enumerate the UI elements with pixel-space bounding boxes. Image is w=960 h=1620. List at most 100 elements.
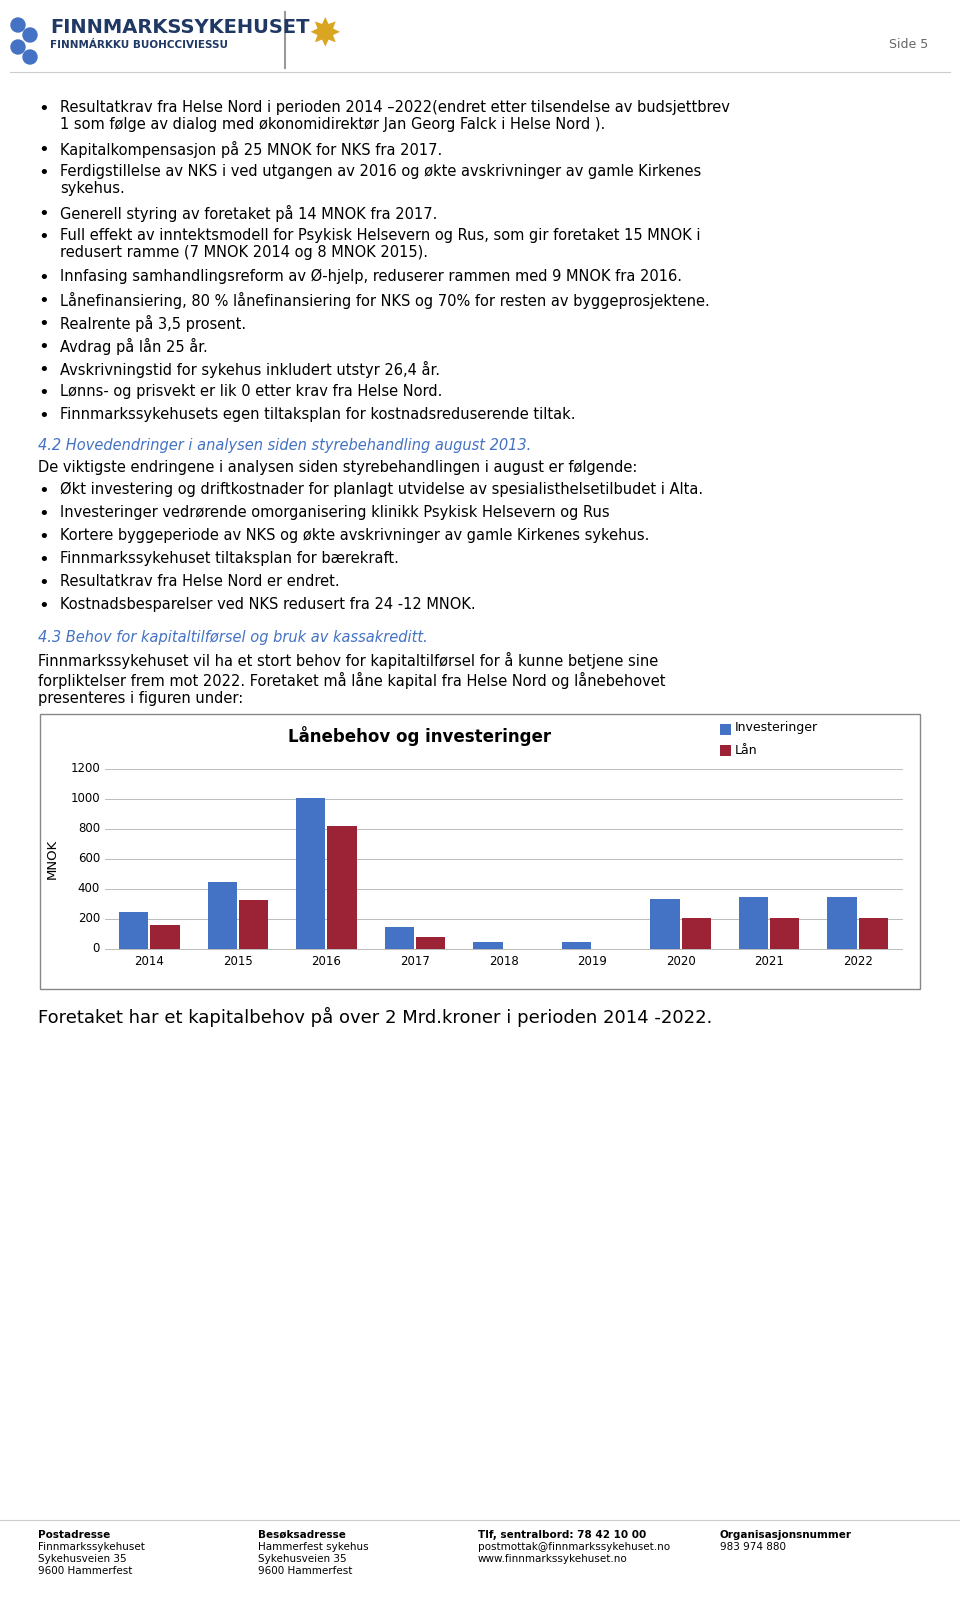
Text: FINNMARKSSYKEHUSET: FINNMARKSSYKEHUSET: [50, 18, 309, 37]
Text: •: •: [38, 384, 49, 402]
Text: •: •: [38, 483, 49, 501]
Text: Ferdigstillelse av NKS i ved utgangen av 2016 og økte avskrivninger av gamle Kir: Ferdigstillelse av NKS i ved utgangen av…: [60, 164, 701, 196]
FancyBboxPatch shape: [770, 917, 800, 949]
FancyBboxPatch shape: [650, 899, 680, 949]
Text: Økt investering og driftkostnader for planlagt utvidelse av spesialisthelsetilbu: Økt investering og driftkostnader for pl…: [60, 483, 703, 497]
Circle shape: [11, 18, 25, 32]
FancyBboxPatch shape: [416, 936, 445, 949]
Text: •: •: [38, 528, 49, 546]
Text: Hammerfest sykehus: Hammerfest sykehus: [258, 1542, 369, 1552]
Text: •: •: [38, 598, 49, 616]
Text: Kapitalkompensasjon på 25 MNOK for NKS fra 2017.: Kapitalkompensasjon på 25 MNOK for NKS f…: [60, 141, 443, 159]
Text: •: •: [38, 505, 49, 523]
FancyBboxPatch shape: [239, 899, 268, 949]
Text: Finnmarkssykehuset tiltaksplan for bærekraft.: Finnmarkssykehuset tiltaksplan for bærek…: [60, 551, 398, 565]
Circle shape: [23, 50, 37, 65]
Text: 2014: 2014: [134, 956, 164, 969]
Text: Besøksadresse: Besøksadresse: [258, 1529, 346, 1541]
Text: De viktigste endringene i analysen siden styrebehandlingen i august er følgende:: De viktigste endringene i analysen siden…: [38, 460, 637, 475]
Text: Lønns- og prisvekt er lik 0 etter krav fra Helse Nord.: Lønns- og prisvekt er lik 0 etter krav f…: [60, 384, 443, 399]
Text: Lånefinansiering, 80 % lånefinansiering for NKS og 70% for resten av byggeprosje: Lånefinansiering, 80 % lånefinansiering …: [60, 292, 709, 309]
FancyBboxPatch shape: [385, 927, 414, 949]
Text: •: •: [38, 206, 49, 224]
Text: 2018: 2018: [489, 956, 518, 969]
Text: Resultatkrav fra Helse Nord i perioden 2014 –2022(endret etter tilsendelse av bu: Resultatkrav fra Helse Nord i perioden 2…: [60, 100, 730, 133]
Text: Kortere byggeperiode av NKS og økte avskrivninger av gamle Kirkenes sykehus.: Kortere byggeperiode av NKS og økte avsk…: [60, 528, 649, 543]
Text: Postadresse: Postadresse: [38, 1529, 110, 1541]
FancyBboxPatch shape: [828, 896, 856, 949]
Text: •: •: [38, 551, 49, 569]
Text: 800: 800: [78, 823, 100, 836]
Text: 2022: 2022: [843, 956, 873, 969]
Text: •: •: [38, 407, 49, 424]
Text: 2016: 2016: [311, 956, 342, 969]
Text: •: •: [38, 292, 49, 309]
Text: 983 974 880: 983 974 880: [720, 1542, 786, 1552]
FancyBboxPatch shape: [720, 724, 731, 735]
Text: Sykehusveien 35: Sykehusveien 35: [38, 1554, 127, 1563]
FancyBboxPatch shape: [207, 881, 237, 949]
FancyBboxPatch shape: [739, 896, 768, 949]
Text: Investeringer vedrørende omorganisering klinikk Psykisk Helsevern og Rus: Investeringer vedrørende omorganisering …: [60, 505, 610, 520]
Text: •: •: [38, 141, 49, 159]
Text: •: •: [38, 339, 49, 356]
Text: 2015: 2015: [223, 956, 252, 969]
Text: •: •: [38, 269, 49, 287]
FancyBboxPatch shape: [720, 745, 731, 757]
Text: Organisasjonsnummer: Organisasjonsnummer: [720, 1529, 852, 1541]
Text: ✸: ✸: [309, 16, 342, 53]
Text: Tlf, sentralbord: 78 42 10 00: Tlf, sentralbord: 78 42 10 00: [478, 1529, 646, 1541]
Text: Lånebehov og investeringer: Lånebehov og investeringer: [288, 726, 552, 745]
Text: FINNMÁRKKU BUOHCCIVIESSU: FINNMÁRKKU BUOHCCIVIESSU: [50, 40, 228, 50]
FancyBboxPatch shape: [473, 943, 502, 949]
Text: •: •: [38, 228, 49, 246]
Text: 2019: 2019: [577, 956, 607, 969]
FancyBboxPatch shape: [859, 917, 888, 949]
Text: 400: 400: [78, 883, 100, 896]
Text: MNOK: MNOK: [45, 839, 59, 880]
Text: 4.2 Hovedendringer i analysen siden styrebehandling august 2013.: 4.2 Hovedendringer i analysen siden styr…: [38, 437, 531, 454]
Text: Generell styring av foretaket på 14 MNOK fra 2017.: Generell styring av foretaket på 14 MNOK…: [60, 206, 438, 222]
Text: Foretaket har et kapitalbehov på over 2 Mrd.kroner i perioden 2014 -2022.: Foretaket har et kapitalbehov på over 2 …: [38, 1008, 712, 1027]
Text: Finnmarkssykehusets egen tiltaksplan for kostnadsreduserende tiltak.: Finnmarkssykehusets egen tiltaksplan for…: [60, 407, 575, 421]
Text: Finnmarkssykehuset: Finnmarkssykehuset: [38, 1542, 145, 1552]
Text: Avdrag på lån 25 år.: Avdrag på lån 25 år.: [60, 339, 207, 355]
FancyBboxPatch shape: [151, 925, 180, 949]
FancyBboxPatch shape: [682, 917, 710, 949]
FancyBboxPatch shape: [40, 714, 920, 988]
FancyBboxPatch shape: [562, 943, 591, 949]
FancyBboxPatch shape: [297, 799, 325, 949]
Text: Finnmarkssykehuset vil ha et stort behov for kapitaltilførsel for å kunne betjen: Finnmarkssykehuset vil ha et stort behov…: [38, 651, 665, 706]
Circle shape: [23, 28, 37, 42]
Text: 1200: 1200: [70, 763, 100, 776]
Text: 600: 600: [78, 852, 100, 865]
Text: Side 5: Side 5: [889, 39, 928, 52]
Text: 2017: 2017: [400, 956, 430, 969]
Text: 200: 200: [78, 912, 100, 925]
Text: •: •: [38, 361, 49, 379]
Text: 0: 0: [92, 943, 100, 956]
Text: Innfasing samhandlingsreform av Ø-hjelp, reduserer rammen med 9 MNOK fra 2016.: Innfasing samhandlingsreform av Ø-hjelp,…: [60, 269, 682, 284]
Text: •: •: [38, 314, 49, 334]
Text: 9600 Hammerfest: 9600 Hammerfest: [38, 1567, 132, 1576]
Text: Investeringer: Investeringer: [735, 721, 818, 734]
FancyBboxPatch shape: [119, 912, 148, 949]
Circle shape: [11, 40, 25, 53]
FancyBboxPatch shape: [327, 826, 356, 949]
Text: 2021: 2021: [755, 956, 784, 969]
Text: www.finnmarkssykehuset.no: www.finnmarkssykehuset.no: [478, 1554, 628, 1563]
Text: •: •: [38, 100, 49, 118]
Text: •: •: [38, 573, 49, 591]
Text: Resultatkrav fra Helse Nord er endret.: Resultatkrav fra Helse Nord er endret.: [60, 573, 340, 590]
Text: postmottak@finnmarkssykehuset.no: postmottak@finnmarkssykehuset.no: [478, 1542, 670, 1552]
Text: Lån: Lån: [735, 744, 757, 757]
Text: Kostnadsbesparelser ved NKS redusert fra 24 -12 MNOK.: Kostnadsbesparelser ved NKS redusert fra…: [60, 598, 475, 612]
Text: Realrente på 3,5 prosent.: Realrente på 3,5 prosent.: [60, 314, 246, 332]
Text: 1000: 1000: [70, 792, 100, 805]
Text: Sykehusveien 35: Sykehusveien 35: [258, 1554, 347, 1563]
Text: Avskrivningstid for sykehus inkludert utstyr 26,4 år.: Avskrivningstid for sykehus inkludert ut…: [60, 361, 440, 377]
Text: •: •: [38, 164, 49, 181]
Text: 4.3 Behov for kapitaltilførsel og bruk av kassakreditt.: 4.3 Behov for kapitaltilførsel og bruk a…: [38, 630, 428, 645]
Text: 9600 Hammerfest: 9600 Hammerfest: [258, 1567, 352, 1576]
Text: 2020: 2020: [665, 956, 695, 969]
